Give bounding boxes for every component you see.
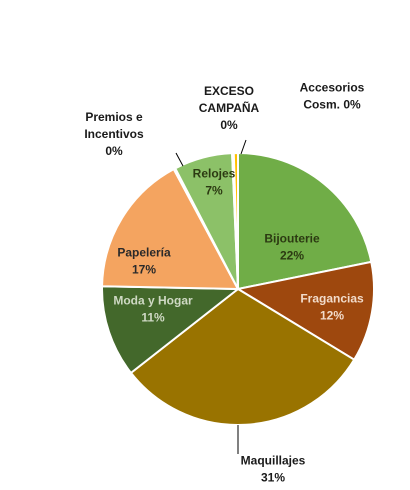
data-label-line: Bijouterie (264, 232, 320, 246)
data-label-2: Maquillajes 31% (241, 454, 306, 485)
data-label-line: Moda y Hogar (113, 294, 193, 308)
leader-line-8 (240, 139, 247, 155)
data-label-7: EXCESO CAMPAÑA 0% (199, 84, 260, 132)
data-label-1: Fragancias 12% (300, 292, 364, 323)
data-label-line: Papelería (117, 246, 171, 260)
data-label-5: Premios e Incentivos 0% (84, 110, 144, 158)
data-label-line: Fragancias (300, 292, 364, 306)
leader-line-5 (175, 152, 184, 167)
data-label-line: Premios e (85, 110, 143, 124)
data-label-3: Moda y Hogar 11% (113, 294, 193, 325)
pie-slice-2 (129, 287, 356, 426)
pie-slice-0 (237, 151, 373, 291)
data-label-line: 7% (205, 184, 223, 198)
data-label-line: 12% (320, 309, 344, 323)
data-label-4: Papelería 17% (117, 246, 171, 277)
data-label-line: Accesorios (300, 81, 365, 95)
data-label-line: 22% (280, 249, 304, 263)
leader-lines (175, 139, 247, 454)
pie-slice-8 (232, 151, 239, 290)
data-label-line: Relojes (193, 167, 236, 181)
pie-slices (101, 151, 376, 426)
data-label-0: Bijouterie 22% (264, 232, 320, 263)
data-label-6: Relojes 7% (193, 167, 236, 198)
data-label-line: 17% (132, 263, 156, 277)
pie-slice-4 (101, 167, 240, 291)
data-label-line: 31% (261, 471, 285, 485)
data-labels: Bijouterie 22% Fragancias 12% Maquillajes 31%… (84, 81, 364, 485)
data-label-line: Maquillajes (241, 454, 306, 468)
data-label-line: 0% (220, 118, 238, 132)
pie-slice-1 (235, 260, 376, 362)
pie-slice-3 (101, 285, 241, 375)
data-label-8: Accesorios Cosm. 0% (300, 81, 365, 112)
data-label-line: EXCESO (204, 84, 254, 98)
data-label-line: 0% (105, 144, 123, 158)
data-label-line: Cosm. 0% (303, 98, 361, 112)
data-label-line: CAMPAÑA (199, 100, 260, 115)
data-label-line: 11% (141, 311, 165, 325)
data-label-line: Incentivos (84, 127, 144, 141)
